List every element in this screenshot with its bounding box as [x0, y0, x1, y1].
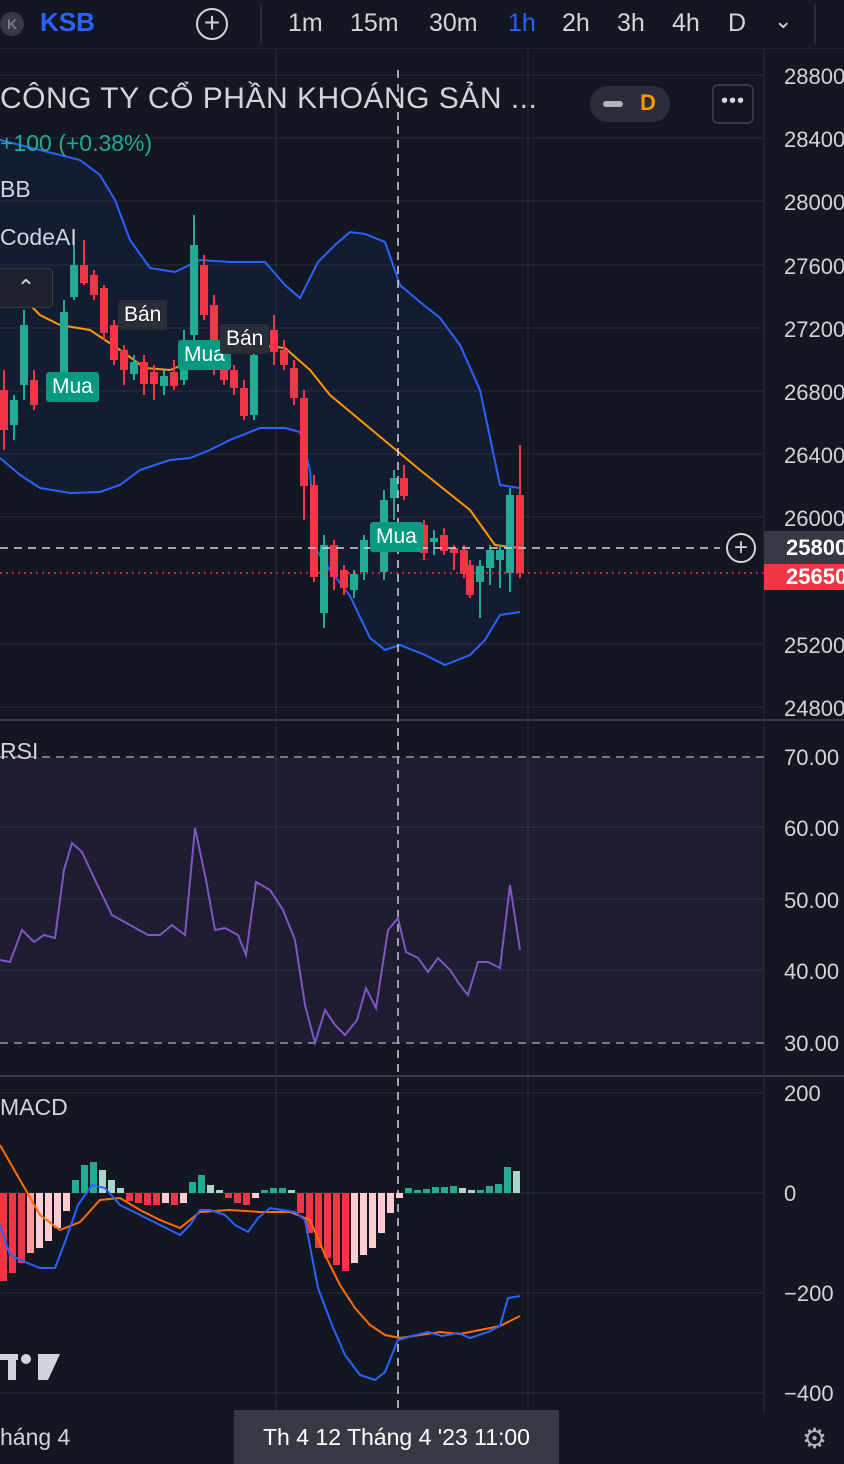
- interval-3h[interactable]: 3h: [617, 9, 645, 37]
- macd-axis-label: 200: [784, 1081, 821, 1106]
- price-change: +100 (+0.38%): [0, 130, 153, 156]
- interval-4h[interactable]: 4h: [672, 9, 700, 37]
- time-axis-label: háng 4: [0, 1424, 71, 1450]
- price-axis-label: 25200: [784, 633, 844, 658]
- sell-signal: Bán: [118, 300, 168, 330]
- interval-30m[interactable]: 30m: [429, 9, 478, 37]
- indicator-bb-label[interactable]: BB: [0, 176, 31, 202]
- tradingview-logo[interactable]: [0, 1350, 62, 1382]
- macd-axis-label: 0: [784, 1181, 797, 1206]
- rsi-axis-label: 50.00: [784, 888, 840, 913]
- price-axis-label: 28800: [784, 64, 844, 89]
- rsi-label[interactable]: RSI: [0, 738, 39, 764]
- price-axis-label: 28400: [784, 127, 844, 152]
- toolbar-divider: [260, 4, 262, 44]
- buy-signal: Mua: [46, 372, 99, 402]
- interval-1h[interactable]: 1h: [508, 9, 536, 37]
- indicator-codeai-label[interactable]: CodeAI: [0, 224, 77, 250]
- buy-signal: Mua: [370, 522, 423, 552]
- rsi-axis-label: 40.00: [784, 959, 840, 984]
- price-axis-label: 26400: [784, 443, 844, 468]
- interval-2h[interactable]: 2h: [562, 9, 590, 37]
- rsi-axis-label: 30.00: [784, 1031, 840, 1056]
- gear-icon[interactable]: ⚙: [802, 1423, 828, 1454]
- chart-title: CÔNG TY CỔ PHẦN KHOÁNG SẢN ...: [0, 82, 538, 115]
- crosshair-date-label: Th 4 12 Tháng 4 '23 11:00: [234, 1410, 559, 1464]
- sell-signal: Bán: [220, 324, 270, 354]
- price-axis-label: 24800: [784, 696, 844, 721]
- top-toolbar: [0, 0, 844, 48]
- price-axis-label: 26800: [784, 380, 844, 405]
- add-alert-icon[interactable]: +: [726, 533, 756, 563]
- symbol-name[interactable]: KSB: [40, 7, 95, 37]
- macd-label[interactable]: MACD: [0, 1094, 68, 1120]
- price-axis-label: 26000: [784, 506, 844, 531]
- price-axis-label: 27600: [784, 254, 844, 279]
- price-axis-label: 27200: [784, 317, 844, 342]
- interval-1m[interactable]: 1m: [288, 9, 323, 37]
- symbol-logo[interactable]: K: [0, 12, 24, 36]
- add-symbol-button[interactable]: +: [196, 8, 228, 40]
- market-status-pill[interactable]: [590, 86, 670, 122]
- macd-axis-label: −400: [784, 1381, 834, 1406]
- market-status-label: D: [640, 90, 656, 115]
- toolbar-divider: [814, 4, 816, 44]
- crosshair-price-label: 25800: [764, 531, 844, 565]
- last-price-label: 25650: [764, 564, 844, 590]
- minus-icon: [603, 101, 623, 107]
- rsi-axis-label: 70.00: [784, 745, 840, 770]
- macd-axis-label: −200: [784, 1281, 834, 1306]
- interval-d[interactable]: D: [728, 9, 747, 37]
- chevron-down-icon[interactable]: ⌄: [774, 8, 793, 33]
- collapse-indicators-button[interactable]: ⌃: [0, 268, 53, 308]
- rsi-axis-label: 60.00: [784, 816, 840, 841]
- more-menu-button[interactable]: •••: [712, 84, 754, 124]
- price-axis-label: 28000: [784, 190, 844, 215]
- interval-15m[interactable]: 15m: [350, 9, 399, 37]
